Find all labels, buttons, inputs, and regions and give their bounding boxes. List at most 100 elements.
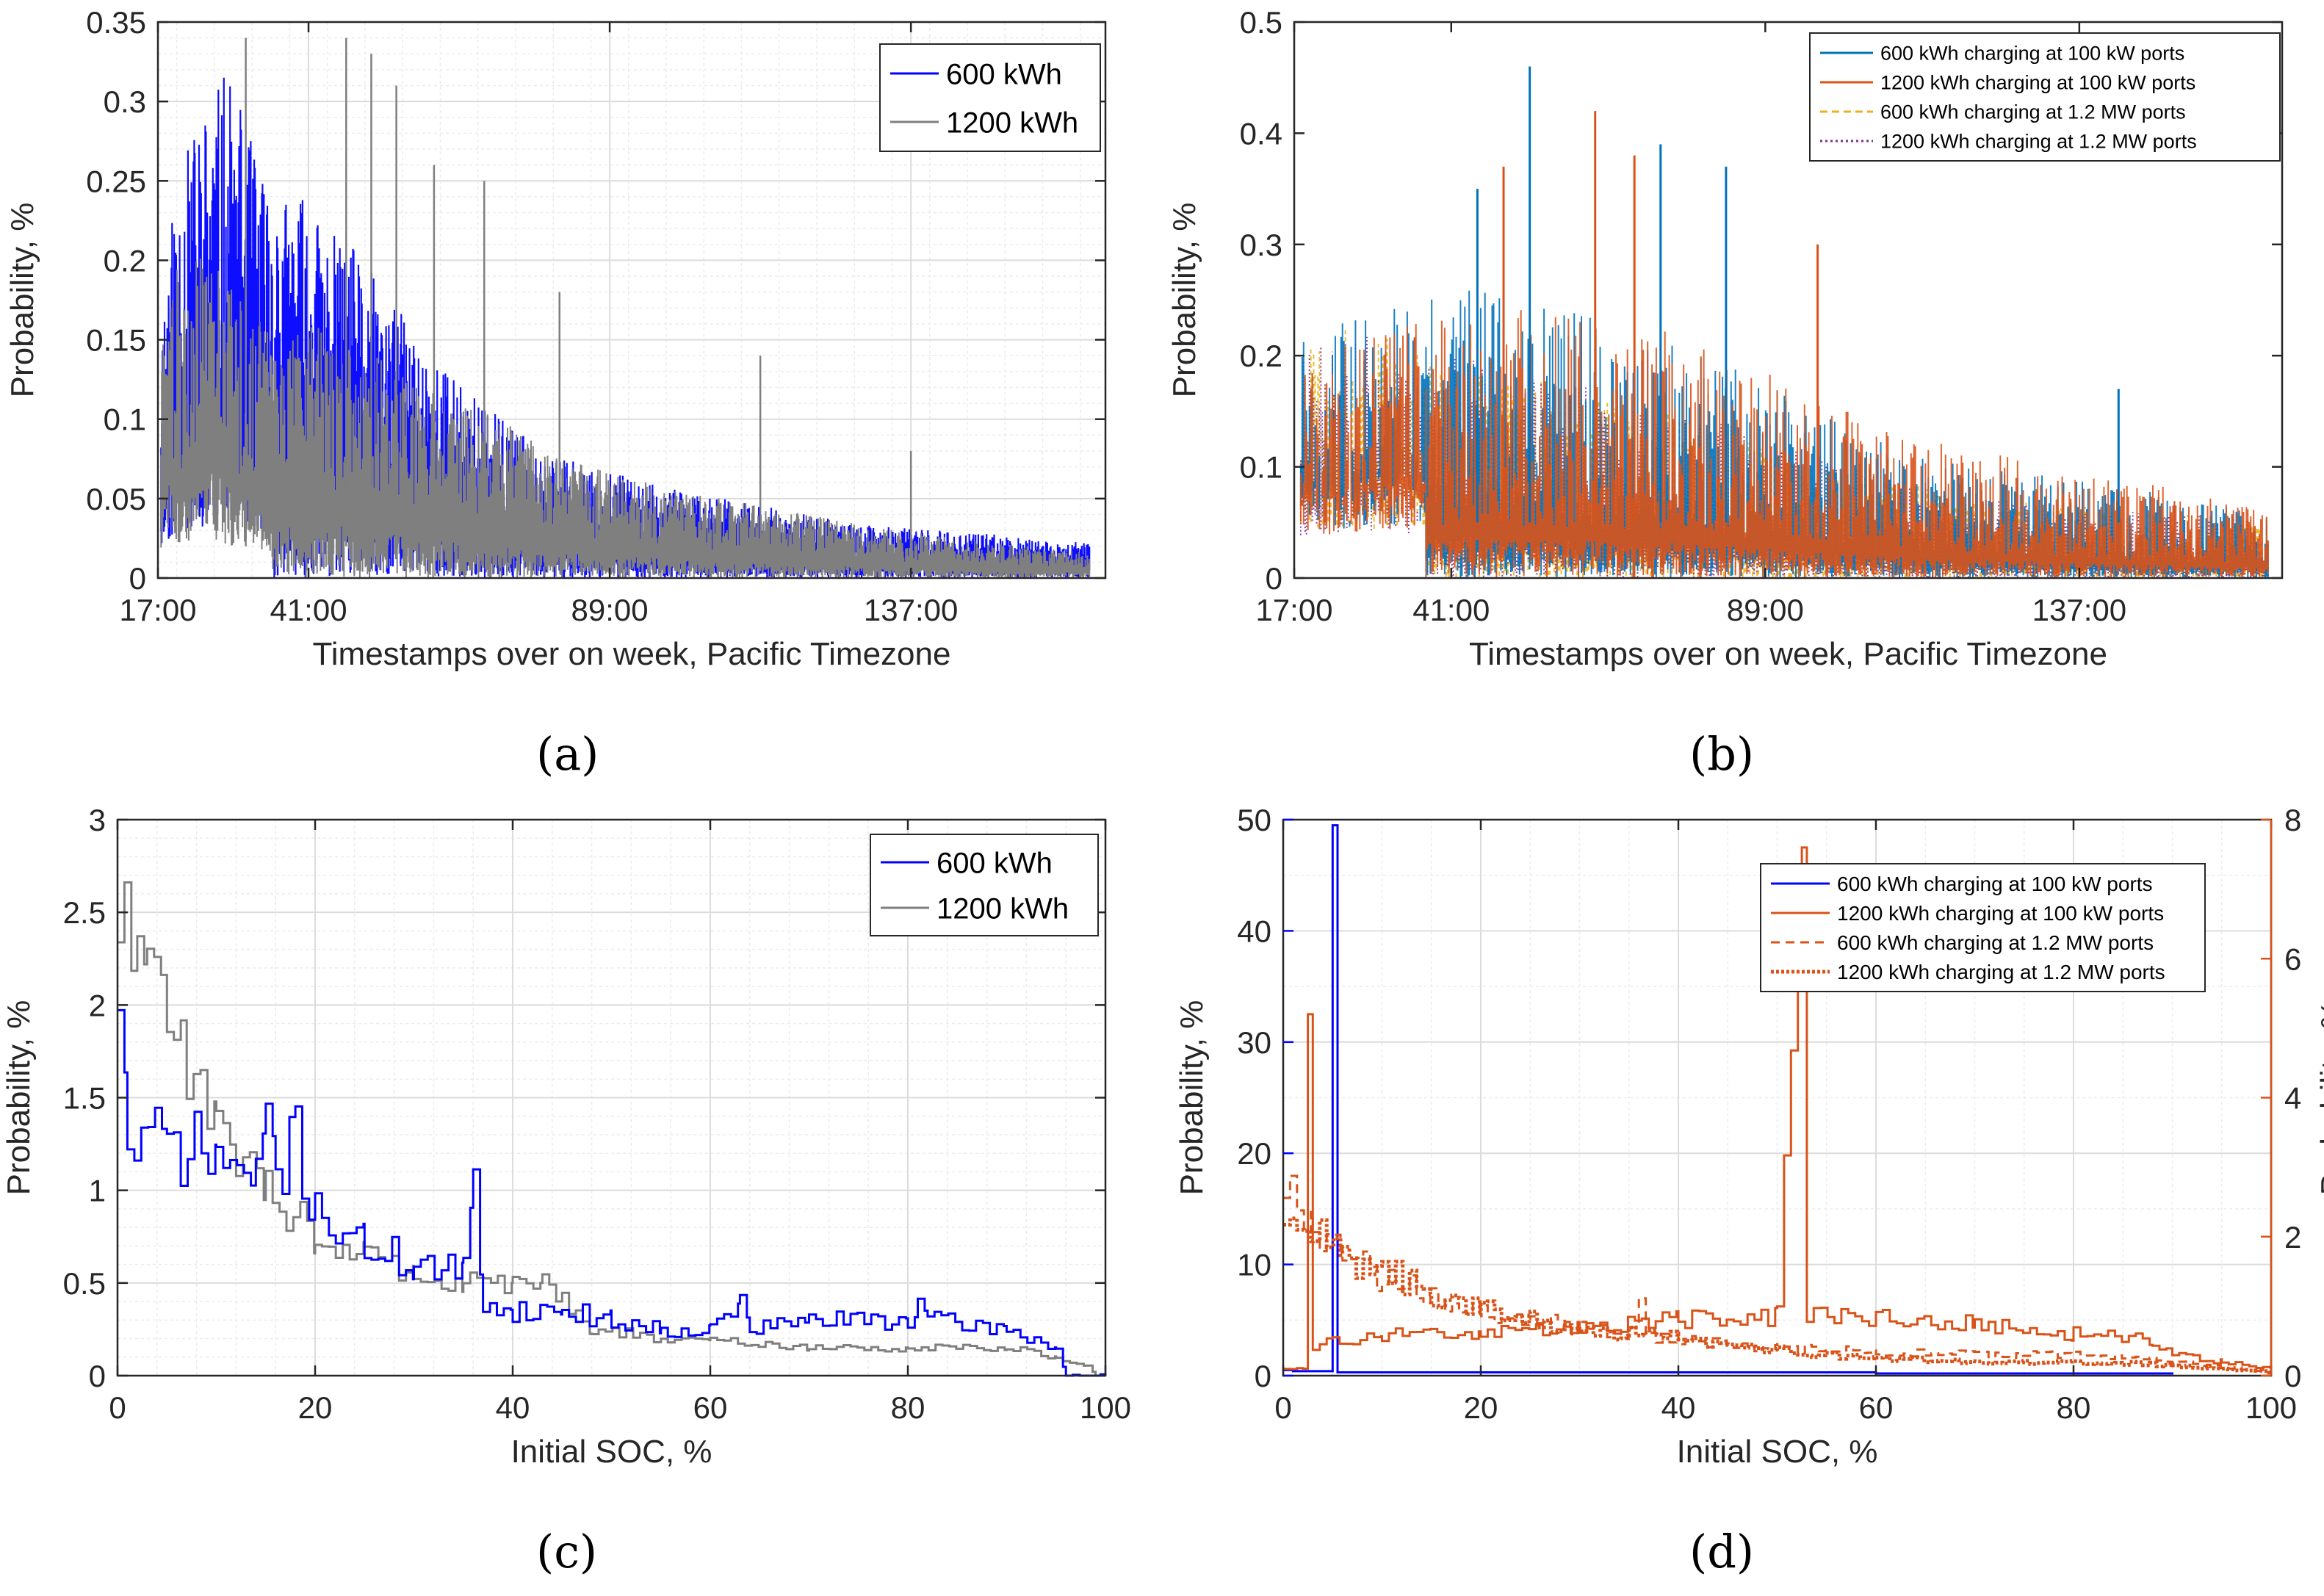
series-group-b: [1299, 66, 2269, 578]
y-tick-label: 0.3: [104, 84, 146, 119]
y-tick-label: 0.05: [86, 482, 146, 516]
chart-a: 0 0.05 0.1 0.15 0.2 0.25 0.3 0.35 17:00 41:00 89:0…: [4, 5, 1107, 672]
legend-label: 600 kWh charging at 1.2 MW ports: [1837, 931, 2154, 954]
chart-b: 0 0.1 0.2 0.3 0.4 0.5 17:00 41:00 89:00 137:00 Tim…: [1166, 5, 2284, 672]
x-tick-label: 80: [891, 1390, 925, 1425]
y-tick-label: 0.2: [1240, 339, 1282, 373]
y-right-tick-label: 6: [2284, 942, 2301, 976]
legend-box: [1760, 863, 2206, 992]
x-axis-label: Initial SOC, %: [511, 1434, 712, 1470]
y-tick-label: 0.5: [1240, 5, 1282, 40]
data-series-c-0: [118, 1008, 1107, 1377]
legend: 600 kWh 1200 kWh: [870, 834, 1099, 936]
x-axis-label: Timestamps over on week, Pacific Timezon…: [313, 636, 951, 672]
x-tick-label: 41:00: [270, 593, 347, 627]
y-tick-label: 20: [1237, 1136, 1271, 1171]
legend-label: 1200 kWh charging at 1.2 MW ports: [1880, 131, 2197, 153]
x-tick-label: 17:00: [1255, 593, 1332, 627]
x-tick-label: 100: [2245, 1390, 2297, 1425]
data-series-d-3: [1283, 1216, 2273, 1375]
legend-label: 1200 kWh: [937, 892, 1069, 925]
data-series-b-1: [1299, 310, 2269, 578]
y-tick-label: 0: [89, 1359, 106, 1393]
y-tick-label: 0.1: [104, 402, 146, 437]
x-tick-label: 137:00: [864, 593, 958, 627]
x-axis-label: Initial SOC, %: [1677, 1434, 1878, 1470]
y-tick-label: 40: [1237, 914, 1271, 948]
y-tick-label: 1.5: [63, 1081, 106, 1116]
legend-label: 600 kWh charging at 100 kW ports: [1837, 873, 2153, 895]
y-tick-label: 30: [1237, 1025, 1271, 1060]
y-tick-label: 0.1: [1240, 450, 1282, 485]
data-series-1200-kWh: [160, 259, 1091, 578]
legend-label: 600 kWh: [937, 847, 1053, 879]
x-tick-label: 100: [1080, 1390, 1131, 1425]
axes-frame-b: [1293, 21, 2284, 579]
y-tick-label: 0.5: [63, 1266, 106, 1301]
caption-a: (a): [536, 727, 599, 781]
y-tick-label: 0.15: [86, 323, 146, 358]
x-axis-label: Timestamps over on week, Pacific Timezon…: [1469, 636, 2107, 672]
caption-c: (c): [536, 1525, 598, 1578]
legend-box: [870, 834, 1099, 936]
legend-label: 1200 kWh charging at 1.2 MW ports: [1837, 961, 2165, 983]
x-tick-label: 60: [693, 1390, 728, 1425]
y-axis-label: Probability, %: [1, 1000, 37, 1196]
chart-c: 0 0.5 1 1.5 2 2.5 3 0 20 40 60 80 100 Initial SOC, % P…: [1, 803, 1131, 1470]
y-axis-label: Probability, %: [1166, 203, 1202, 398]
y-tick-label: 50: [1237, 803, 1271, 837]
y-tick-label: 10: [1237, 1248, 1271, 1282]
y-tick-label: 0: [1266, 561, 1282, 596]
y-tick-label: 3: [89, 803, 106, 837]
legend-label: 1200 kWh: [946, 106, 1078, 139]
y-tick-label: 2: [89, 988, 106, 1022]
series-group-d: [1283, 824, 2273, 1375]
x-tick-label: 40: [496, 1390, 530, 1425]
y-right-tick-label: 8: [2284, 803, 2301, 837]
caption-b: (b): [1689, 727, 1755, 781]
series-group-c: [118, 881, 1107, 1377]
chart-panel-c: 0 0.5 1 1.5 2 2.5 3 0 20 40 60 80 100 Initial SOC, % P…: [0, 798, 1146, 1503]
legend-box: [1809, 32, 2281, 162]
legend-label: 1200 kWh charging at 100 kW ports: [1880, 72, 2195, 94]
y-tick-label: 0: [1255, 1359, 1271, 1393]
x-tick-label: 40: [1661, 1390, 1696, 1425]
y-tick-label: 0: [129, 561, 146, 596]
y-right-tick-label: 2: [2284, 1220, 2301, 1254]
chart-panel-a: 0 0.05 0.1 0.15 0.2 0.25 0.3 0.35 17:00 41:00 89:0…: [0, 0, 1146, 705]
x-tick-label: 80: [2057, 1390, 2091, 1425]
x-tick-label: 20: [1464, 1390, 1498, 1425]
y-tick-label: 1: [89, 1174, 106, 1208]
data-series-d-0: [1283, 824, 2173, 1375]
x-tick-label: 89:00: [1727, 593, 1804, 627]
y-right-axis-label: Probability, %: [2314, 1000, 2324, 1196]
data-series-c-1: [118, 881, 1105, 1377]
legend-box: [879, 43, 1101, 152]
x-tick-label: 0: [109, 1390, 126, 1425]
legend-label: 600 kWh charging at 100 kW ports: [1880, 43, 2184, 65]
y-right-tick-label: 4: [2284, 1081, 2301, 1116]
x-tick-label: 137:00: [2032, 593, 2126, 627]
series-group-a: [160, 37, 1091, 578]
caption-d: (d): [1689, 1525, 1755, 1578]
y-axis-label: Probability, %: [1174, 1000, 1210, 1196]
legend-label: 600 kWh charging at 1.2 MW ports: [1880, 101, 2186, 123]
y-tick-label: 0.2: [104, 243, 146, 278]
legend-label: 1200 kWh charging at 100 kW ports: [1837, 902, 2164, 925]
x-tick-label: 0: [1274, 1390, 1291, 1425]
x-tick-label: 60: [1859, 1390, 1894, 1425]
y-tick-label: 0.4: [1240, 116, 1282, 151]
chart-panel-b: 0 0.1 0.2 0.3 0.4 0.5 17:00 41:00 89:00 137:00 Tim…: [1162, 0, 2324, 705]
legend-label: 600 kWh: [946, 58, 1062, 90]
x-tick-label: 41:00: [1412, 593, 1490, 627]
x-tick-label: 89:00: [571, 593, 649, 627]
x-tick-label: 20: [298, 1390, 333, 1425]
y-tick-label: 0.35: [86, 5, 146, 40]
y-axis-label: Probability, %: [4, 203, 40, 398]
data-series-d-1: [1283, 846, 2273, 1371]
legend: 600 kWh charging at 100 kW ports 1200 kWh…: [1809, 32, 2281, 162]
axes-frame-a: [156, 21, 1107, 579]
chart-panel-d: 0 10 20 30 40 50 0 20 40 60 80 100 Initial SOC, % Pro…: [1162, 798, 2324, 1503]
y-right-tick-label: 0: [2284, 1359, 2301, 1393]
